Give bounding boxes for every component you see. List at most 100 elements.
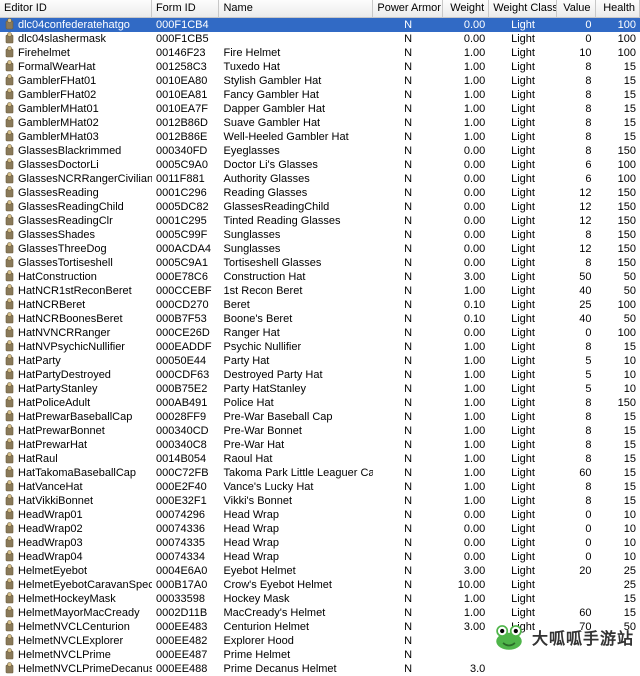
table-row[interactable]: GamblerMHat020012B86DSuave Gambler HatN1…: [0, 116, 640, 130]
cell: 100: [596, 172, 640, 186]
table-row[interactable]: HeadWrap0400074334Head WrapN0.00Light010: [0, 550, 640, 564]
table-row[interactable]: HelmetHockeyMask00033598Hockey MaskN1.00…: [0, 592, 640, 606]
column-header-4[interactable]: Weight: [443, 0, 489, 17]
table-row[interactable]: HeadWrap0300074335Head WrapN0.00Light010: [0, 536, 640, 550]
cell: N: [373, 158, 442, 172]
table-row[interactable]: GlassesBlackrimmed000340FDEyeglassesN0.0…: [0, 144, 640, 158]
cell: 0012B86E: [152, 130, 220, 144]
cell: 1.00: [443, 102, 489, 116]
table-row[interactable]: FormalWearHat001258C3Tuxedo HatN1.00Ligh…: [0, 60, 640, 74]
table-row[interactable]: HatPoliceAdult000AB491Police HatN1.00Lig…: [0, 396, 640, 410]
cell: dlc04confederatehatgo: [0, 18, 152, 32]
column-header-7[interactable]: Health: [596, 0, 640, 17]
cell: Party Hat: [220, 354, 374, 368]
column-header-3[interactable]: Power Armor: [373, 0, 442, 17]
cell: Head Wrap: [220, 536, 374, 550]
table-row[interactable]: GamblerFHat010010EA80Stylish Gambler Hat…: [0, 74, 640, 88]
table-row[interactable]: HeadWrap0100074296Head WrapN0.00Light010: [0, 508, 640, 522]
table-row[interactable]: GlassesReading0001C296Reading GlassesN0.…: [0, 186, 640, 200]
cell: [557, 662, 596, 676]
table-row[interactable]: HeadWrap0200074336Head WrapN0.00Light010: [0, 522, 640, 536]
table-row[interactable]: GamblerMHat010010EA7FDapper Gambler HatN…: [0, 102, 640, 116]
cell: 1.00: [443, 396, 489, 410]
cell: 15: [596, 438, 640, 452]
table-row[interactable]: GamblerMHat030012B86EWell-Heeled Gambler…: [0, 130, 640, 144]
cell: Psychic Nullifier: [220, 340, 374, 354]
table-row[interactable]: Firehelmet00146F23Fire HelmetN1.00Light1…: [0, 46, 640, 60]
table-row[interactable]: HatNVPsychicNullifier000EADDFPsychic Nul…: [0, 340, 640, 354]
table-row[interactable]: HatNCR1stReconBeret000CCEBF1st Recon Ber…: [0, 284, 640, 298]
table-row[interactable]: GlassesTortiseshell0005C9A1Tortiseshell …: [0, 256, 640, 270]
cell: HatNVNCRRanger: [0, 326, 152, 340]
table-row[interactable]: HatPrewarBaseballCap00028FF9Pre-War Base…: [0, 410, 640, 424]
table-row[interactable]: GlassesNCRRangerCivilian0011F881Authorit…: [0, 172, 640, 186]
cell: 15: [596, 494, 640, 508]
table-row[interactable]: HatNVNCRRanger000CE26DRanger HatN0.00Lig…: [0, 326, 640, 340]
cell: Pre-War Hat: [220, 438, 374, 452]
cell: Light: [489, 438, 557, 452]
table-row[interactable]: HelmetNVCLPrimeDecanus000EE488Prime Deca…: [0, 662, 640, 676]
data-rows: dlc04confederatehatgo000F1CB4N0.00Light0…: [0, 18, 640, 676]
table-row[interactable]: HatNCRBoonesBeret000B7F53Boone's BeretN0…: [0, 312, 640, 326]
cell: 1.00: [443, 592, 489, 606]
table-row[interactable]: GlassesThreeDog000ACDA4SunglassesN0.00Li…: [0, 242, 640, 256]
column-header-0[interactable]: Editor ID: [0, 0, 152, 17]
cell: 10: [557, 46, 596, 60]
cell: 8: [557, 102, 596, 116]
table-row[interactable]: HelmetNVCLExplorer000EE482Explorer HoodN: [0, 634, 640, 648]
table-row[interactable]: GamblerFHat020010EA81Fancy Gambler HatN1…: [0, 88, 640, 102]
cell: 10: [596, 354, 640, 368]
column-header-5[interactable]: Weight Class: [489, 0, 557, 17]
table-row[interactable]: HatPrewarBonnet000340CDPre-War BonnetN1.…: [0, 424, 640, 438]
cell: Tortiseshell Glasses: [220, 256, 374, 270]
cell: 000F1CB4: [152, 18, 220, 32]
table-row[interactable]: HatPartyStanley000B75E2Party HatStanleyN…: [0, 382, 640, 396]
cell: N: [373, 438, 442, 452]
cell: 0001C295: [152, 214, 220, 228]
cell: 50: [557, 270, 596, 284]
cell: Light: [489, 424, 557, 438]
cell: 8: [557, 452, 596, 466]
table-row[interactable]: HelmetEyebotCaravanSpecial000B17A0Crow's…: [0, 578, 640, 592]
table-row[interactable]: GlassesShades0005C99FSunglassesN0.00Ligh…: [0, 228, 640, 242]
cell: N: [373, 214, 442, 228]
cell: HelmetNVCLPrimeDecanus: [0, 662, 152, 676]
column-header-2[interactable]: Name: [219, 0, 373, 17]
column-header-1[interactable]: Form ID: [152, 0, 220, 17]
table-row[interactable]: dlc04confederatehatgo000F1CB4N0.00Light0…: [0, 18, 640, 32]
cell: 0: [557, 32, 596, 46]
cell: N: [373, 340, 442, 354]
cell: 1.00: [443, 116, 489, 130]
cell: 0.00: [443, 172, 489, 186]
cell: 0: [557, 550, 596, 564]
cell: N: [373, 298, 442, 312]
column-header-6[interactable]: Value: [557, 0, 596, 17]
cell: N: [373, 564, 442, 578]
cell: Beret: [220, 298, 374, 312]
cell: Light: [489, 606, 557, 620]
table-row[interactable]: dlc04slashermask000F1CB5N0.00Light0100: [0, 32, 640, 46]
table-row[interactable]: HatVanceHat000E2F40Vance's Lucky HatN1.0…: [0, 480, 640, 494]
table-row[interactable]: HatParty00050E44Party HatN1.00Light510: [0, 354, 640, 368]
cell: HatConstruction: [0, 270, 152, 284]
cell: 40: [557, 284, 596, 298]
table-row[interactable]: GlassesReadingClr0001C295Tinted Reading …: [0, 214, 640, 228]
table-row[interactable]: HelmetMayorMacCready0002D11BMacCready's …: [0, 606, 640, 620]
table-row[interactable]: HatConstruction000E78C6Construction HatN…: [0, 270, 640, 284]
table-row[interactable]: HatRaul0014B054Raoul HatN1.00Light815: [0, 452, 640, 466]
table-row[interactable]: HelmetNVCLCenturion000EE483Centurion Hel…: [0, 620, 640, 634]
cell: Light: [489, 186, 557, 200]
table-row[interactable]: GlassesDoctorLi0005C9A0Doctor Li's Glass…: [0, 158, 640, 172]
table-row[interactable]: HatNCRBeret000CD270BeretN0.10Light25100: [0, 298, 640, 312]
table-row[interactable]: HatPartyDestroyed000CDF63Destroyed Party…: [0, 368, 640, 382]
table-row[interactable]: HelmetEyebot0004E6A0Eyebot HelmetN3.00Li…: [0, 564, 640, 578]
cell: 0: [557, 18, 596, 32]
table-row[interactable]: GlassesReadingChild0005DC82GlassesReadin…: [0, 200, 640, 214]
table-row[interactable]: HelmetNVCLPrime000EE487Prime HelmetN: [0, 648, 640, 662]
table-row[interactable]: HatVikkiBonnet000E32F1Vikki's BonnetN1.0…: [0, 494, 640, 508]
table-row[interactable]: HatPrewarHat000340C8Pre-War HatN1.00Ligh…: [0, 438, 640, 452]
cell: N: [373, 508, 442, 522]
cell: 8: [557, 424, 596, 438]
table-row[interactable]: HatTakomaBaseballCap000C72FBTakoma Park …: [0, 466, 640, 480]
cell: Light: [489, 368, 557, 382]
